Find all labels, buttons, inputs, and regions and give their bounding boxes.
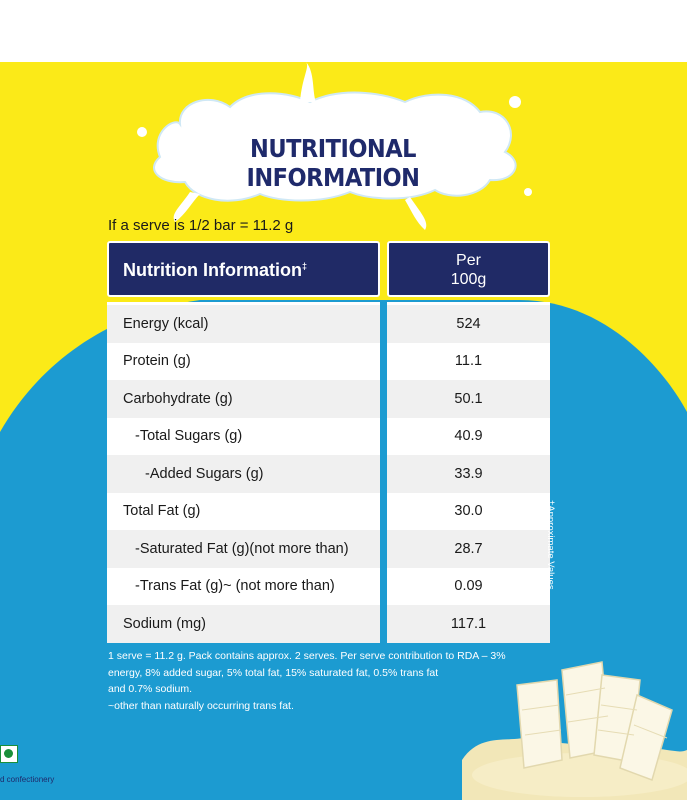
header-nutrition-information: Nutrition Information‡ <box>107 241 380 297</box>
table-row-value: 28.7 <box>387 530 550 568</box>
footnote-line: ~other than naturally occurring trans fa… <box>108 699 294 712</box>
table-row-value: 117.1 <box>387 605 550 643</box>
milk-splash-icon <box>137 62 532 230</box>
table-row-label: -Total Sugars (g) <box>135 428 243 445</box>
table-row-value: 50.1 <box>387 380 550 418</box>
white-chocolate-icon <box>462 661 687 800</box>
confectionery-text: d confectionery <box>0 775 55 784</box>
table-row-value: 40.9 <box>454 428 483 445</box>
nutrient-label-column: Energy (kcal) Protein (g) Carbohydrate (… <box>107 302 380 643</box>
header-left-mark: ‡ <box>301 261 307 271</box>
nutrient-value-column: 524 11.1 50.1 40.9 33.9 30.0 28.7 0.09 1… <box>387 302 550 643</box>
table-row-label: -Trans Fat (g)~ (not more than) <box>135 578 335 595</box>
footnote-line: 1 serve = 11.2 g. Pack contains approx. … <box>108 650 506 662</box>
footnote-line: and 0.7% sodium. <box>108 683 193 695</box>
footnote: 1 serve = 11.2 g. Pack contains approx. … <box>108 648 528 714</box>
table-row-value: 524 <box>387 305 550 343</box>
header-right-line2: 100g <box>450 271 487 288</box>
table-row-label: Total Fat (g) <box>123 503 201 520</box>
table-row-label: Protein (g) <box>123 353 191 370</box>
table-row-label: -Added Sugars (g) <box>107 455 380 493</box>
veg-mark-icon <box>0 745 18 763</box>
table-row-value: 30.0 <box>454 503 483 520</box>
page-title: NUTRITIONAL INFORMATION <box>246 134 421 192</box>
top-margin <box>0 0 687 62</box>
header-right-line1: Per <box>456 252 481 269</box>
table-row-label: Energy (kcal) <box>107 305 380 343</box>
table-row-label: -Saturated Fat (g)(not more than) <box>107 530 380 568</box>
table-row-value: 0.09 <box>454 578 483 595</box>
approximate-values-note: ‡Approximate Values <box>545 500 563 595</box>
table-row-value: 11.1 <box>454 353 483 370</box>
footnote-line: energy, 8% added sugar, 5% total fat, 15… <box>108 666 439 679</box>
table-row-value: 33.9 <box>387 455 550 493</box>
header-left-label: Nutrition Information <box>123 260 302 280</box>
table-row-label: Carbohydrate (g) <box>107 380 380 418</box>
serve-size-text: If a serve is 1/2 bar = 11.2 g <box>108 217 294 234</box>
table-row-label: Sodium (mg) <box>107 605 380 643</box>
approximate-values-text: ‡Approximate Values <box>545 500 556 590</box>
header-per-100g: Per 100g <box>387 241 550 297</box>
